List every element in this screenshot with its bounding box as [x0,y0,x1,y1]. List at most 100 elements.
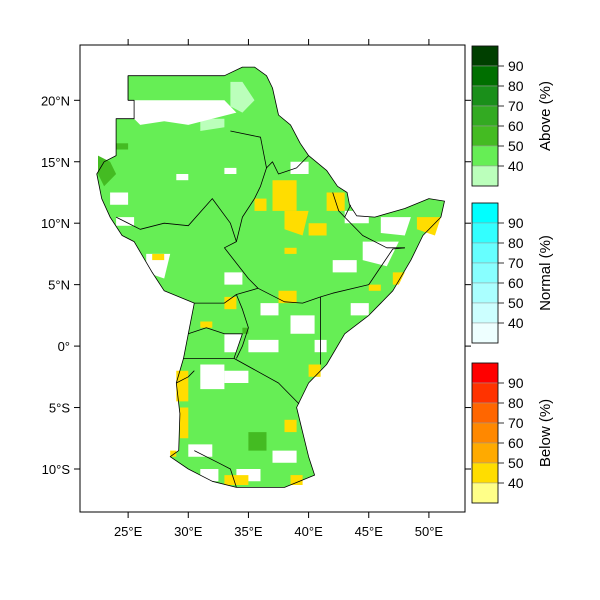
legend-tick-label: 40 [508,475,524,491]
x-tick-label: 25°E [114,524,143,539]
legend-swatch [471,222,499,244]
legend-tick-label: 90 [508,58,524,74]
y-tick-label: 10°S [42,462,71,477]
legend-tick-label: 70 [508,415,524,431]
y-tick-label: 20°N [41,93,70,108]
legend-tick-label: 70 [508,98,524,114]
legend-title: Normal (%) [537,235,554,311]
legend-group-below: 90 80 70 60 50 40 Below (%) [471,362,554,504]
legend-swatch [471,422,499,444]
map-frame [79,44,466,513]
legend-tick-label: 60 [508,118,524,134]
probability-legend: 90 80 70 60 50 40 Above (%) 90 80 70 60 50 40 Normal … [471,45,554,504]
y-tick-label: 5°N [48,278,70,293]
below-40-patch [179,407,189,439]
no-signal-patch [248,339,279,353]
legend-group-above: 90 80 70 60 50 40 Above (%) [471,45,554,187]
country-border-line [257,247,405,304]
below-40-patch [290,475,303,485]
legend-tick-label: 90 [508,375,524,391]
country-border-line [236,294,249,359]
legend-swatch [471,262,499,284]
legend-title: Below (%) [537,399,554,467]
below-40-patch [200,321,213,328]
above-40-patch [200,118,225,131]
below-40-patch [308,364,321,377]
no-signal-patch [224,272,243,285]
no-signal-patch [350,303,369,316]
no-signal-patch [290,161,309,174]
legend-group-normal: 90 80 70 60 50 40 Normal (%) [471,202,554,344]
below-40-patch [416,217,441,236]
no-signal-patch [290,315,315,334]
legend-bar-outline [471,362,499,504]
y-tick-label: 15°N [41,155,70,170]
below-40-patch [152,253,165,261]
map-plot-area [79,44,466,513]
country-border-line [188,327,243,359]
above-40-patch [230,81,255,113]
above-50-patch [248,432,267,451]
country-border-line [115,198,237,242]
below-40-patch [284,247,297,254]
legend-swatch [471,442,499,464]
legend-swatch [471,65,499,87]
x-tick-label: 30°E [174,524,203,539]
legend-swatch [471,322,499,344]
no-signal-patch [344,210,369,224]
legend-swatch [471,242,499,264]
coastline-outline [96,66,445,488]
legend-tick-label: 70 [508,255,524,271]
below-40-patch [284,210,309,236]
legend-swatch [471,382,499,404]
legend-swatch [471,202,499,224]
country-border-line [194,450,237,488]
no-signal-patch [176,174,189,181]
no-signal-patch [200,364,225,390]
no-signal-patch [110,192,129,205]
below-40-patch [368,284,381,291]
legend-swatch [471,85,499,107]
legend-swatch [471,482,499,504]
latitude-axis: 20°N 15°N 10°N 5°N 0° 5°S 10°S [41,93,471,477]
x-tick-label: 35°E [234,524,263,539]
legend-bar-outline [471,45,499,187]
legend-bar-outline [471,202,499,344]
legend-tick-label: 40 [508,158,524,174]
legend-tick-label: 50 [508,138,524,154]
y-tick-label: 0° [58,339,70,354]
country-border-line [194,287,259,304]
legend-tick-label: 60 [508,275,524,291]
no-signal-patch [224,370,249,383]
country-borders [96,66,445,488]
x-tick-label: 45°E [355,524,384,539]
legend-tick-label: 80 [508,395,524,411]
legend-swatch [471,402,499,424]
below-40-patch [278,290,297,304]
below-40-patch [224,475,249,485]
no-signal-patch [380,217,411,236]
no-signal-patch [332,260,357,273]
legend-swatch [471,145,499,167]
legend-swatch [471,125,499,147]
no-signal-patch [224,167,237,174]
longitude-axis: 25°E 30°E 35°E 40°E 45°E 50°E [114,39,443,539]
legend-tick-label: 50 [508,295,524,311]
above-50-patch [98,155,117,187]
legend-swatch [471,462,499,484]
y-tick-label: 10°N [41,216,70,231]
legend-tick-label: 50 [508,455,524,471]
legend-swatch [471,362,499,384]
below-40-patch [224,296,237,310]
legend-title: Above (%) [537,81,554,151]
legend-tick-label: 60 [508,435,524,451]
legend-tick-label: 80 [508,78,524,94]
legend-swatch [471,282,499,304]
country-border-line [332,192,352,218]
country-border-line [176,370,195,384]
below-40-patch [308,223,327,236]
legend-tick-label: 90 [508,215,524,231]
x-tick-label: 50°E [415,524,444,539]
no-signal-patch [134,100,237,125]
